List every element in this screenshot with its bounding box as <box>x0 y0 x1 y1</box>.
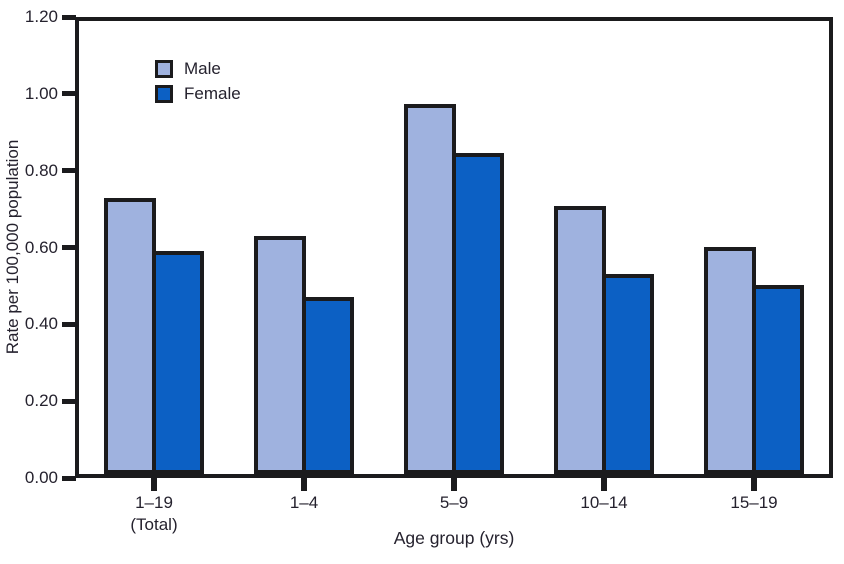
male-legend-swatch <box>155 60 173 78</box>
y-tick-label-0.00: 0.00 <box>24 468 58 487</box>
male-legend-label: Male <box>184 59 221 78</box>
y-tick-1.20 <box>62 14 76 20</box>
legend-row-male: Male <box>155 59 241 79</box>
bar-male-15–19 <box>704 247 756 474</box>
x-category-label: 1–4 <box>289 493 319 512</box>
bar-female-15–19 <box>752 285 804 474</box>
y-tick-label-0.60: 0.60 <box>24 237 58 257</box>
y-tick-label-0.40: 0.40 <box>24 314 58 334</box>
y-tick-0.40 <box>62 321 76 327</box>
bar-male-1–19 <box>104 198 156 474</box>
female-legend-swatch <box>155 85 173 103</box>
y-tick-label-1.20: 1.20 <box>24 7 58 26</box>
x-tick-15–19 <box>751 478 757 491</box>
bar-male-10–14 <box>554 206 606 474</box>
y-tick-label-0.20: 0.20 <box>24 391 58 411</box>
legend-row-female: Female <box>155 84 241 104</box>
bar-group-1–4 <box>254 236 354 474</box>
x-tick-label-1–19: 1–19 (Total) <box>84 492 224 536</box>
x-category-label: 1–19 <box>135 493 173 512</box>
bar-male-1–4 <box>254 236 306 474</box>
x-tick-10–14 <box>601 478 607 491</box>
bar-female-10–14 <box>602 274 654 474</box>
bar-group-10–14 <box>554 206 654 474</box>
bars-layer <box>79 21 829 474</box>
bar-group-5–9 <box>404 104 504 474</box>
bar-female-1–4 <box>302 297 354 474</box>
x-tick-label-5–9: 5–9 <box>384 492 524 514</box>
y-tick-label-0.80: 0.80 <box>24 160 58 180</box>
legend: Male Female <box>155 59 241 104</box>
female-legend-label: Female <box>184 84 241 103</box>
y-tick-0.00 <box>62 475 76 481</box>
y-tick-0.80 <box>62 168 76 174</box>
bar-male-5–9 <box>404 104 456 474</box>
bar-female-5–9 <box>452 153 504 474</box>
x-category-label: 5–9 <box>439 493 469 512</box>
x-axis-title: Age group (yrs) <box>393 528 515 548</box>
y-tick-0.60 <box>62 245 76 250</box>
x-tick-5–9 <box>451 478 457 491</box>
x-tick-label-1–4: 1–4 <box>234 492 374 514</box>
x-tick-label-10–14: 10–14 <box>534 492 674 514</box>
y-tick-label-1.00: 1.00 <box>24 83 58 103</box>
x-tick-1–19 <box>151 478 157 491</box>
x-tick-label-15–19: 15–19 <box>684 492 824 514</box>
x-tick-1–4 <box>301 478 307 491</box>
x-category-label: 15–19 <box>730 493 778 512</box>
x-category-sublabel: (Total) <box>130 515 178 534</box>
bar-female-1–19 <box>152 251 204 474</box>
bar-group-1–19 <box>104 198 204 474</box>
bar-group-15–19 <box>704 247 804 474</box>
y-tick-0.20 <box>62 398 76 404</box>
x-category-label: 10–14 <box>580 493 628 512</box>
y-tick-1.00 <box>62 91 76 97</box>
plot-area: Male Female <box>75 17 833 478</box>
